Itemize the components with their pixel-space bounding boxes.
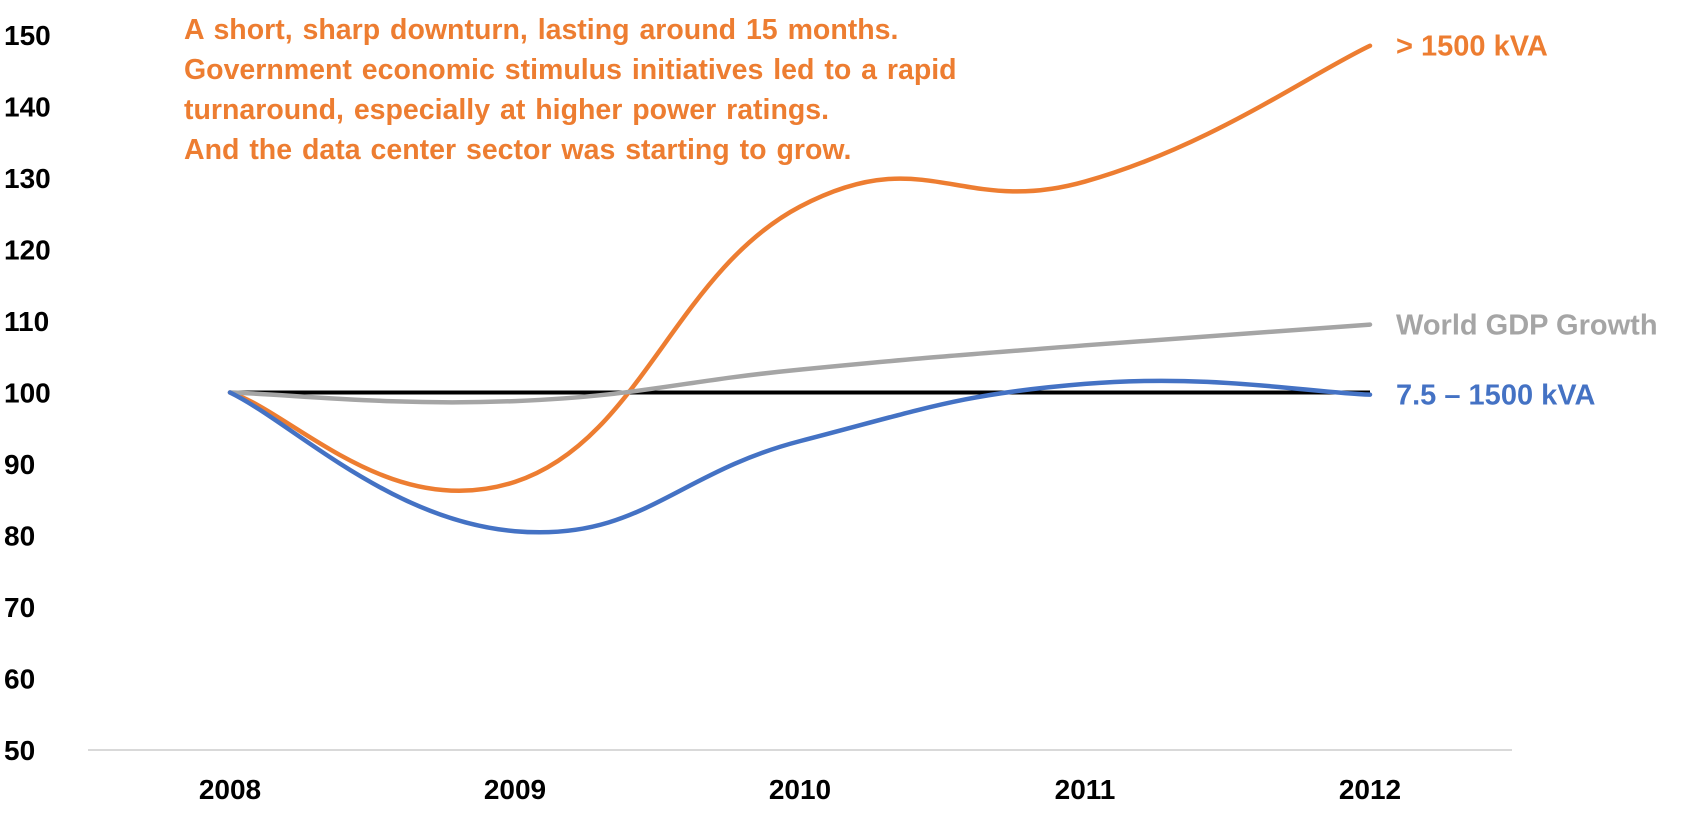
x-tick-label: 2012	[1339, 774, 1401, 805]
annotation-line-2: Government economic stimulus initiatives…	[184, 54, 957, 86]
y-tick-label: 60	[4, 664, 35, 695]
y-tick-label: 120	[4, 235, 51, 266]
y-axis-ticks: 150 140 130 120 110 100 90 80 70 60 50	[4, 20, 51, 766]
series-label-0: > 1500 kVA	[1396, 31, 1548, 63]
x-axis-ticks: 2008 2009 2010 2011 2012	[199, 774, 1401, 805]
series-lines	[227, 43, 1373, 535]
annotation-line-3: turnaround, especially at higher power r…	[184, 94, 830, 126]
y-tick-label: 130	[4, 163, 51, 194]
series-labels: > 1500 kVA World GDP Growth 7.5 – 1500 kVA	[1396, 31, 1658, 412]
x-tick-label: 2011	[1055, 774, 1116, 805]
x-tick-label: 2008	[199, 774, 261, 805]
series-line-2	[227, 378, 1373, 535]
x-tick-label: 2010	[769, 774, 831, 805]
y-tick-label: 80	[4, 521, 35, 552]
series-line-0	[227, 43, 1373, 494]
y-tick-label: 100	[4, 378, 51, 409]
series-label-1: World GDP Growth	[1396, 310, 1658, 342]
annotation-line-1: A short, sharp downturn, lasting around …	[184, 14, 899, 46]
series-line-1	[227, 322, 1373, 405]
series-label-2: 7.5 – 1500 kVA	[1396, 380, 1595, 412]
annotation-line-4: And the data center sector was starting …	[184, 134, 852, 166]
y-tick-label: 110	[4, 306, 49, 337]
chart-annotation: A short, sharp downturn, lasting around …	[184, 10, 957, 170]
y-tick-label: 150	[4, 20, 51, 51]
y-tick-label: 140	[4, 92, 51, 123]
y-tick-label: 50	[4, 735, 35, 766]
y-tick-label: 90	[4, 449, 35, 480]
x-tick-label: 2009	[484, 774, 546, 805]
y-tick-label: 70	[4, 592, 35, 623]
